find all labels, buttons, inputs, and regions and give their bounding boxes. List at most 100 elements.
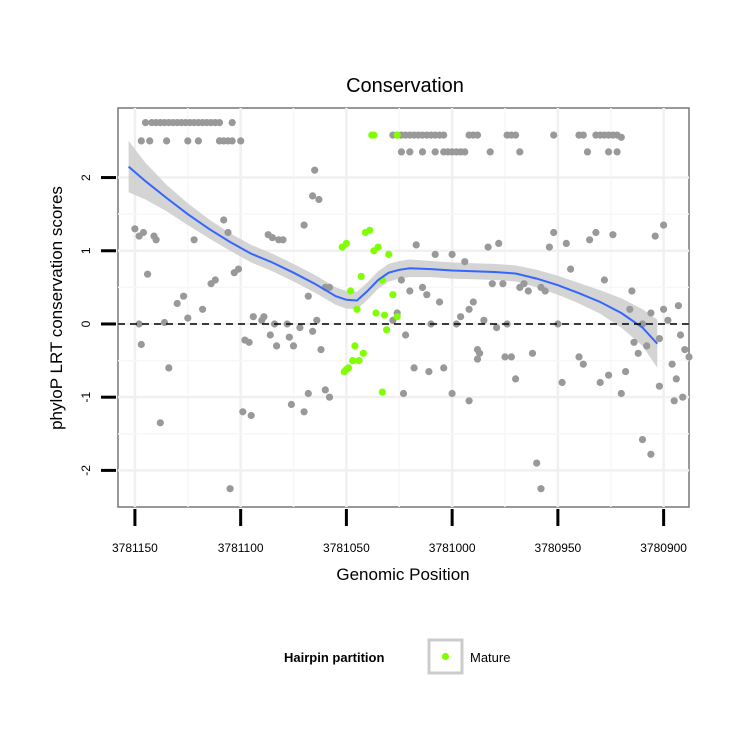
data-point — [511, 131, 520, 139]
data-point — [184, 314, 192, 322]
data-point — [579, 131, 587, 139]
data-point — [165, 364, 173, 372]
data-point — [533, 459, 541, 467]
data-point — [313, 316, 321, 324]
data-point — [605, 148, 613, 156]
data-point — [440, 131, 448, 139]
data-point — [567, 265, 575, 273]
x-tick-label: 3781000 — [429, 541, 476, 555]
data-point — [215, 119, 224, 127]
data-point — [562, 239, 570, 247]
data-point — [488, 280, 496, 288]
data-point — [516, 148, 524, 156]
data-point — [287, 400, 295, 409]
mature-points — [338, 131, 401, 396]
data-point — [473, 355, 482, 363]
data-point — [397, 276, 405, 284]
data-point — [410, 364, 418, 372]
data-point — [431, 148, 439, 156]
data-point — [146, 137, 154, 145]
data-point — [499, 280, 507, 288]
data-point — [484, 243, 492, 251]
data-point — [237, 137, 245, 145]
data-point — [152, 236, 160, 244]
y-tick-label: 2 — [79, 174, 93, 181]
data-point — [461, 148, 469, 156]
x-axis-title: Genomic Position — [336, 565, 469, 584]
legend-title: Hairpin partition — [284, 650, 384, 665]
data-point — [685, 353, 693, 361]
data-point — [412, 241, 420, 249]
data-point — [156, 419, 164, 427]
data-point — [245, 338, 253, 346]
data-point — [397, 148, 405, 156]
data-point — [511, 375, 520, 383]
data-point — [643, 342, 651, 350]
data-point — [266, 331, 274, 339]
data-point — [279, 236, 287, 244]
y-axis: -2 -1 0 1 2 — [79, 174, 116, 476]
legend-label-mature: Mature — [470, 650, 510, 665]
data-point — [554, 320, 562, 328]
data-point — [583, 148, 592, 156]
data-point — [425, 368, 433, 376]
data-point — [672, 375, 680, 383]
data-point — [137, 340, 145, 349]
y-axis-title: phyloP LRT conservation scores — [47, 186, 66, 430]
data-point — [163, 137, 171, 145]
data-point — [239, 408, 247, 416]
mature-data-point — [366, 226, 374, 234]
data-point — [480, 316, 488, 324]
data-point — [660, 305, 668, 313]
data-point — [605, 371, 613, 379]
data-point — [325, 283, 334, 291]
data-point — [273, 342, 281, 350]
data-point — [296, 324, 304, 332]
data-point — [550, 131, 558, 139]
data-point — [592, 228, 600, 237]
data-point — [465, 305, 473, 313]
mature-data-point — [378, 388, 386, 396]
mature-data-point — [353, 305, 361, 313]
data-point — [579, 360, 587, 368]
data-point — [144, 270, 152, 278]
background-points — [131, 119, 693, 493]
data-point — [418, 283, 427, 291]
data-point — [304, 292, 312, 300]
data-point — [139, 228, 147, 237]
data-point — [647, 450, 655, 458]
data-point — [520, 280, 528, 288]
data-point — [247, 411, 255, 420]
data-point — [300, 408, 308, 416]
legend: Hairpin partition Mature — [284, 638, 510, 675]
x-tick-label: 3780900 — [640, 541, 687, 555]
data-point — [550, 228, 558, 237]
data-point — [596, 378, 604, 387]
data-point — [664, 316, 672, 324]
x-axis: 3781150 3781100 3781050 3781000 3780950 37809… — [112, 509, 687, 555]
data-point — [399, 389, 408, 398]
data-point — [679, 393, 687, 401]
data-point — [638, 436, 647, 444]
mature-data-point — [380, 311, 389, 319]
data-point — [600, 276, 609, 284]
data-point — [676, 331, 685, 339]
data-point — [486, 148, 494, 156]
data-point — [173, 299, 181, 308]
data-point — [495, 239, 503, 247]
data-point — [628, 287, 636, 295]
x-tick-label: 3781050 — [323, 541, 370, 555]
data-point — [668, 360, 676, 368]
data-point — [435, 298, 444, 306]
data-point — [617, 133, 625, 141]
mature-data-point — [385, 250, 393, 258]
data-point — [457, 313, 465, 321]
data-point — [476, 349, 484, 357]
data-point — [634, 349, 642, 357]
data-point — [461, 258, 469, 266]
data-point — [440, 364, 448, 372]
data-point — [268, 234, 276, 242]
data-point — [431, 250, 439, 258]
data-point — [541, 287, 549, 295]
